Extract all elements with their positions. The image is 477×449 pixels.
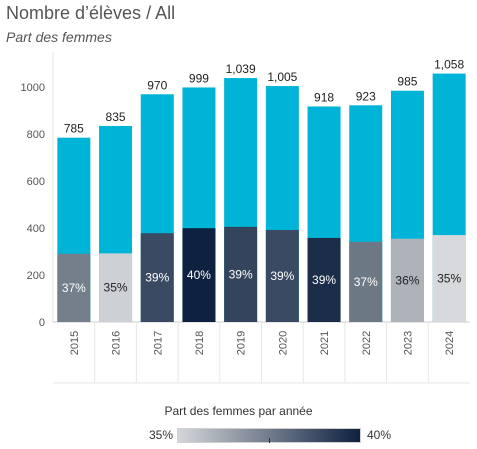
y-tick-label: 1000 — [21, 82, 45, 94]
women-share-label: 37% — [62, 281, 86, 295]
y-tick-label: 200 — [27, 270, 45, 282]
women-bar-segment[interactable] — [140, 233, 174, 322]
y-tick-label: 600 — [27, 176, 45, 188]
women-bar-segment[interactable] — [432, 235, 466, 322]
bar-chart: 0 200 400 600 800 1000 785 37% 2015 835 35% 2016 970… — [21, 52, 470, 384]
women-bar-segment[interactable] — [57, 253, 91, 322]
women-bar-segment[interactable] — [99, 253, 133, 322]
women-bar-segment[interactable] — [349, 241, 383, 322]
y-tick-label: 400 — [27, 223, 45, 235]
total-value-label: 835 — [106, 110, 126, 124]
total-value-label: 1,039 — [226, 62, 256, 76]
x-tick-label: 2022 — [361, 331, 373, 355]
x-tick-label: 2021 — [319, 331, 331, 355]
x-tick-label: 2020 — [277, 331, 289, 355]
x-tick-label: 2015 — [69, 331, 81, 355]
women-bar-segment[interactable] — [390, 238, 424, 322]
women-share-label: 40% — [187, 268, 211, 282]
total-value-label: 970 — [147, 78, 167, 92]
legend-title: Part des femmes par année — [164, 404, 313, 418]
total-value-label: 923 — [356, 89, 376, 103]
total-value-label: 1,005 — [267, 70, 297, 84]
women-share-label: 39% — [229, 267, 253, 281]
x-tick-label: 2024 — [444, 331, 456, 355]
women-share-label: 39% — [270, 269, 294, 283]
women-share-label: 35% — [437, 272, 461, 286]
total-value-label: 918 — [314, 90, 334, 104]
women-bar-segment[interactable] — [224, 226, 258, 322]
x-tick-label: 2019 — [236, 331, 248, 355]
total-value-label: 985 — [397, 75, 417, 89]
legend-max-label: 40% — [367, 428, 392, 442]
women-share-label: 37% — [354, 275, 378, 289]
x-tick-label: 2018 — [194, 331, 206, 355]
women-share-label: 39% — [312, 273, 336, 287]
women-bar-segment[interactable] — [182, 228, 216, 322]
women-share-label: 39% — [145, 271, 169, 285]
total-value-label: 1,058 — [434, 58, 464, 72]
legend-min-label: 35% — [149, 428, 174, 442]
chart-subtitle: Part des femmes — [6, 29, 112, 45]
chart-title: Nombre d’élèves / All — [6, 3, 176, 23]
y-tick-label: 0 — [39, 317, 45, 329]
women-bar-segment[interactable] — [265, 229, 299, 322]
legend-marker — [269, 438, 270, 443]
women-bar-segment[interactable] — [307, 237, 341, 322]
women-share-label: 35% — [104, 281, 128, 295]
x-tick-label: 2016 — [111, 331, 123, 355]
y-tick-label: 800 — [27, 129, 45, 141]
x-tick-label: 2017 — [152, 331, 164, 355]
total-value-label: 999 — [189, 71, 209, 85]
women-share-label: 36% — [395, 273, 419, 287]
x-tick-label: 2023 — [402, 331, 414, 355]
total-value-label: 785 — [64, 122, 84, 136]
